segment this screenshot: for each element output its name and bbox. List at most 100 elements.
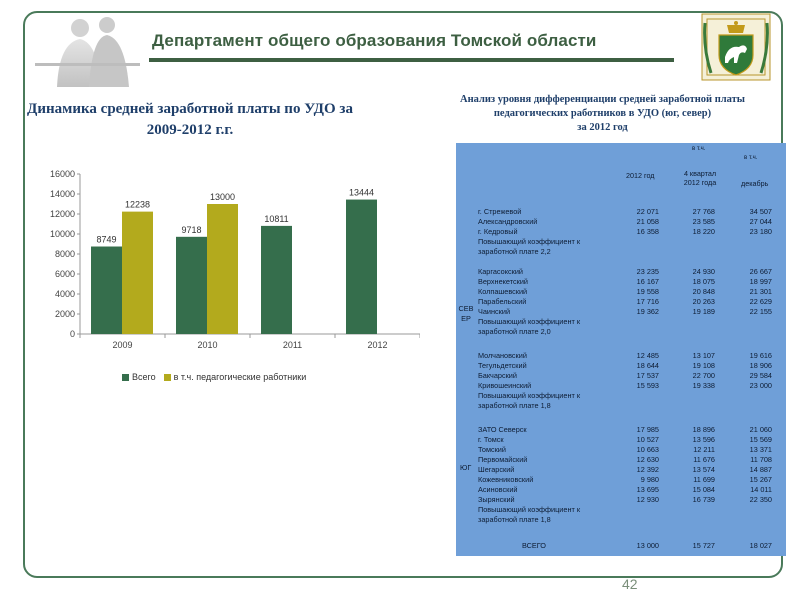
row-value-2012: 23 235 — [636, 267, 659, 276]
y-tick-label: 2000 — [55, 309, 75, 319]
table-title-line: Анализ уровня дифференциации средней зар… — [460, 94, 745, 105]
row-value-q4: 18 075 — [692, 277, 715, 286]
row-value-q4: 18 896 — [692, 425, 715, 434]
group-label-north-line: СЕВ — [458, 304, 474, 313]
row-value-q4: 23 585 — [692, 217, 715, 226]
coefficient-row: Повышающий коэффициент к заработной плате… — [478, 237, 580, 257]
row-value-q4: 15 084 — [692, 485, 715, 494]
row-value-december: 21 060 — [749, 425, 772, 434]
row-value-2012: 17 985 — [636, 425, 659, 434]
row-name: Первомайский — [478, 455, 528, 464]
row-name: Александровский — [478, 217, 538, 226]
y-tick-label: 4000 — [55, 289, 75, 299]
bar-teachers — [207, 204, 238, 334]
data-label: 10811 — [264, 214, 288, 224]
row-value-december: 15 569 — [749, 435, 772, 444]
data-label: 9718 — [181, 225, 201, 235]
row-value-2012: 19 558 — [636, 287, 659, 296]
row-value-december: 15 267 — [749, 475, 772, 484]
bar-teachers — [122, 211, 153, 334]
header-col2-pre: в т.ч. — [692, 146, 706, 152]
row-value-2012: 13 000 — [636, 541, 659, 550]
y-tick-label: 6000 — [55, 269, 75, 279]
row-value-2012: 16 167 — [636, 277, 659, 286]
row-value-2012: 10 663 — [636, 445, 659, 454]
row-value-q4: 13 596 — [692, 435, 715, 444]
y-tick-label: 8000 — [55, 249, 75, 259]
coefficient-text: заработной плате 1,8 — [478, 515, 551, 524]
table-title-line: за 2012 год — [577, 122, 628, 133]
row-value-q4: 12 211 — [693, 445, 715, 454]
group-label-north: СЕВ ЕР — [458, 304, 474, 324]
header-2012: 2012 год — [626, 171, 655, 180]
legend-swatch-total — [122, 373, 129, 381]
row-value-q4: 19 338 — [692, 381, 715, 390]
row-value-2012: 17 716 — [636, 297, 659, 306]
row-value-2012: 12 630 — [636, 455, 659, 464]
table-title-line: педагогических работников в УДО (юг, сев… — [493, 108, 712, 119]
row-name: Бакчарский — [478, 371, 517, 380]
row-value-december: 18 906 — [749, 361, 772, 370]
row-value-q4: 16 739 — [692, 495, 715, 504]
salary-differentiation-table: в т.ч. в т.ч. 2012 год 4 квартал 2012 го… — [456, 143, 786, 556]
row-value-2012: 12 392 — [636, 465, 659, 474]
row-value-2012: 13 695 — [636, 485, 659, 494]
row-value-december: 34 507 — [749, 207, 772, 216]
title-underline — [149, 58, 674, 62]
row-value-december: 13 371 — [749, 445, 772, 454]
row-value-2012: 21 058 — [636, 217, 659, 226]
x-tick-label: 2010 — [197, 340, 217, 350]
coefficient-text: Повышающий коэффициент к — [478, 505, 581, 514]
chart-title: Динамика средней заработной платы по УДО… — [27, 101, 353, 138]
legend-item-total: Всего — [122, 372, 156, 382]
row-value-2012: 9 980 — [640, 475, 659, 484]
header-col3-pre: в т.ч. — [744, 155, 758, 161]
data-label: 12238 — [125, 200, 150, 210]
row-name: Каргасокский — [478, 267, 523, 276]
row-name: Колпашевский — [478, 287, 528, 296]
row-value-2012: 10 527 — [636, 435, 659, 444]
row-value-2012: 22 071 — [636, 207, 659, 216]
chart-legend: Всего в т.ч. педагогические работники — [122, 372, 306, 382]
tomsk-coat-of-arms-icon — [701, 13, 771, 81]
data-label: 13444 — [349, 188, 374, 198]
department-title: Департамент общего образования Томской о… — [152, 31, 597, 50]
row-value-2012: 12 485 — [636, 351, 659, 360]
y-tick-label: 16000 — [50, 169, 75, 179]
row-value-december: 23 000 — [749, 381, 772, 390]
row-value-december: 11 708 — [750, 455, 772, 464]
row-value-2012: 16 358 — [636, 227, 659, 236]
row-name: г. Кедровый — [478, 227, 518, 236]
row-value-q4: 22 700 — [692, 371, 715, 380]
row-name: Кривошеинский — [478, 381, 532, 390]
row-name: Асиновский — [478, 485, 518, 494]
coefficient-text: Повышающий коэффициент к — [478, 237, 581, 246]
row-name: Шегарский — [478, 465, 515, 474]
row-value-q4: 27 768 — [692, 207, 715, 216]
row-name: Верхнекетский — [478, 277, 528, 286]
x-tick-label: 2012 — [367, 340, 387, 350]
bar-total — [261, 225, 292, 334]
legend-swatch-teachers — [163, 373, 171, 381]
group-label-south: ЮГ — [460, 463, 472, 472]
row-value-q4: 11 699 — [693, 475, 715, 484]
y-tick-label: 10000 — [50, 229, 75, 239]
data-label: 13000 — [210, 192, 235, 202]
legend-item-teachers: в т.ч. педагогические работники — [163, 372, 307, 382]
coefficient-row: Повышающий коэффициент к заработной плате… — [478, 317, 580, 337]
row-name: Молчановский — [478, 351, 527, 360]
row-value-december: 14 887 — [749, 465, 772, 474]
row-value-q4: 19 108 — [692, 361, 715, 370]
coefficient-text: заработной плате 1,8 — [478, 401, 551, 410]
bar-total — [176, 236, 207, 334]
row-value-2012: 18 644 — [636, 361, 659, 370]
legend-label-total: Всего — [132, 372, 156, 382]
row-name: г. Стрежевой — [478, 207, 522, 216]
row-value-q4: 19 189 — [692, 307, 715, 316]
y-tick-label: 14000 — [50, 189, 75, 199]
x-tick-label: 2009 — [112, 340, 132, 350]
row-name: г. Томск — [478, 435, 504, 444]
legend-label-teachers: в т.ч. педагогические работники — [173, 372, 307, 382]
row-value-december: 26 667 — [749, 267, 772, 276]
group-label-north-line: ЕР — [461, 314, 471, 323]
